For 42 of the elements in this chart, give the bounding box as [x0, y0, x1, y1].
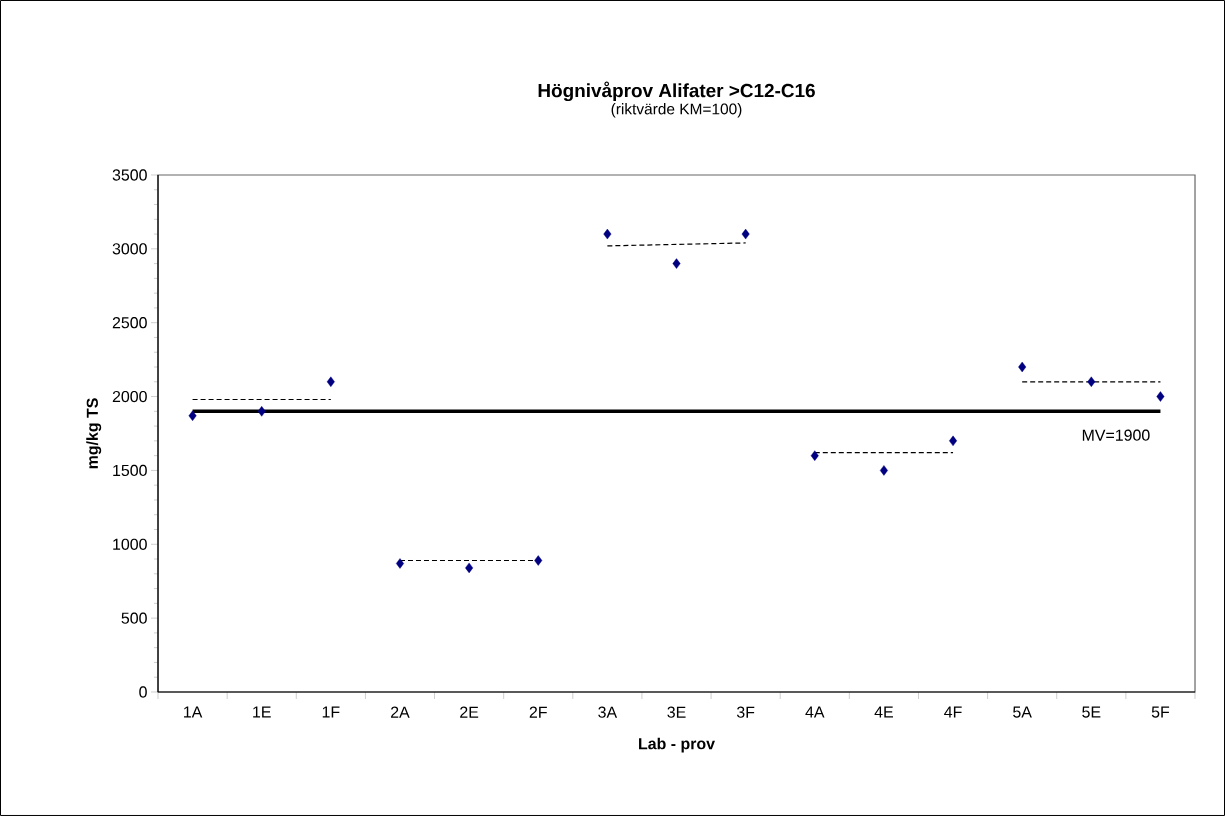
x-tick-label: 5E [1082, 706, 1101, 718]
point [534, 555, 543, 566]
chart-subtitle: (riktvärde KM=100) [611, 103, 742, 118]
point [1018, 361, 1027, 373]
x-tick-label: 2F [529, 706, 547, 718]
y-tick-label: 3500 [112, 169, 147, 181]
point [810, 450, 819, 461]
x-tick-label: 3F [736, 706, 755, 718]
x-tick-label: 2E [460, 706, 479, 718]
x-tick-label: 5A [1013, 706, 1032, 718]
y-tick-label: 1000 [113, 538, 147, 550]
ref-line-label: MV=1900 [1082, 429, 1150, 441]
x-tick-label: 1A [184, 706, 203, 718]
y-tick-label: 3000 [112, 243, 147, 255]
y-axis-title: mg/kg TS [86, 398, 102, 469]
point [465, 562, 474, 574]
x-tick-label: 4E [874, 706, 893, 718]
point [326, 376, 335, 387]
x-tick-label: 5F [1151, 706, 1170, 718]
x-tick-label: 3E [667, 706, 686, 718]
y-tick-label: 500 [121, 612, 147, 624]
y-tick-label: 2500 [112, 317, 147, 329]
x-tick-label: 1F [322, 706, 340, 718]
point [1087, 376, 1096, 387]
point [396, 558, 404, 569]
x-tick-label: 4A [805, 706, 825, 718]
point [879, 465, 888, 476]
y-tick-label: 2000 [112, 390, 147, 403]
point [257, 406, 266, 417]
x-tick-label: 2A [391, 706, 410, 718]
y-tick-label: 0 [139, 686, 147, 698]
chart-title: Högnivåprov Alifater >C12-C16 [538, 81, 815, 102]
point [603, 228, 612, 240]
x-tick-label: 3A [598, 706, 618, 718]
point [1156, 391, 1165, 402]
point [741, 228, 750, 240]
x-tick-label: 1E [253, 706, 271, 718]
x-axis-title: Lab - prov [639, 737, 715, 753]
point [188, 410, 197, 421]
y-tick-label: 1500 [113, 464, 147, 477]
point [672, 258, 681, 269]
x-tick-label: 4F [944, 706, 962, 718]
